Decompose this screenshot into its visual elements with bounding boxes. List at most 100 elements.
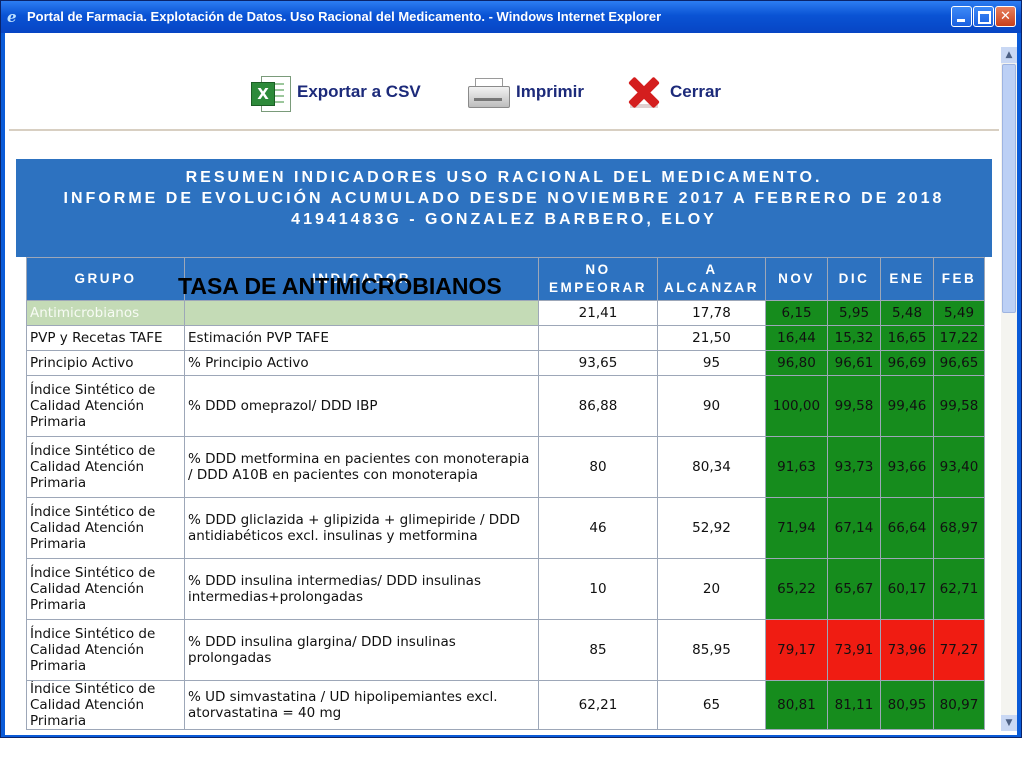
excel-icon: X xyxy=(251,72,291,112)
minimize-icon xyxy=(952,7,971,26)
cell-feb: 17,22 xyxy=(933,325,985,351)
cell-dic: 5,95 xyxy=(827,300,881,326)
cell-dic: 96,61 xyxy=(827,350,881,376)
table-row: Índice Sintético de Calidad Atención Pri… xyxy=(26,375,985,437)
close-label: Cerrar xyxy=(670,82,722,101)
col-indicador: INDICADOR xyxy=(184,257,539,301)
cell-ene: 5,48 xyxy=(880,300,934,326)
col-no-empeorar: NO EMPEORAR xyxy=(538,257,658,301)
close-window-button[interactable]: ✕ xyxy=(995,6,1016,27)
cell-no-empeorar: 85 xyxy=(538,619,658,681)
cell-a-alcanzar: 20 xyxy=(657,558,766,620)
cell-no-empeorar: 10 xyxy=(538,558,658,620)
cell-ene: 80,95 xyxy=(880,680,934,730)
table-row: Índice Sintético de Calidad Atención Pri… xyxy=(26,619,985,681)
cell-feb: 62,71 xyxy=(933,558,985,620)
report-header: RESUMEN INDICADORES USO RACIONAL DEL MED… xyxy=(16,159,992,257)
cell-feb: 5,49 xyxy=(933,300,985,326)
cell-grupo: Índice Sintético de Calidad Atención Pri… xyxy=(26,436,185,498)
scroll-down-icon[interactable]: ▼ xyxy=(1001,715,1017,731)
cell-feb: 77,27 xyxy=(933,619,985,681)
export-csv-label: Exportar a CSV xyxy=(297,82,421,101)
minimize-button[interactable] xyxy=(951,6,972,27)
cell-nov: 96,80 xyxy=(765,350,828,376)
cell-grupo: Índice Sintético de Calidad Atención Pri… xyxy=(26,497,185,559)
scroll-thumb[interactable] xyxy=(1002,64,1016,313)
cell-feb: 68,97 xyxy=(933,497,985,559)
print-label: Imprimir xyxy=(516,82,585,101)
cell-ene: 99,46 xyxy=(880,375,934,437)
cell-feb: 93,40 xyxy=(933,436,985,498)
divider xyxy=(9,129,999,131)
cell-feb: 99,58 xyxy=(933,375,985,437)
table-row: PVP y Recetas TAFE Estimación PVP TAFE 21,… xyxy=(26,325,985,351)
printer-icon xyxy=(466,72,510,112)
cell-indicador: % DDD gliclazida + glipizida + glimepiri… xyxy=(184,497,539,559)
title-bar[interactable]: e Portal de Farmacia. Explotación de Dat… xyxy=(1,1,1021,33)
cell-indicador: % DDD metformina en pacientes con monote… xyxy=(184,436,539,498)
cell-ene: 16,65 xyxy=(880,325,934,351)
cell-nov: 6,15 xyxy=(765,300,828,326)
table-row: Índice Sintético de Calidad Atención Pri… xyxy=(26,436,985,498)
col-nov: NOV xyxy=(765,257,828,301)
indicators-table: GRUPO INDICADOR NO EMPEORAR A ALCANZAR N… xyxy=(26,257,985,730)
cell-no-empeorar: 93,65 xyxy=(538,350,658,376)
cell-a-alcanzar: 95 xyxy=(657,350,766,376)
cell-ene: 93,66 xyxy=(880,436,934,498)
col-dic: DIC xyxy=(827,257,881,301)
cell-nov: 79,17 xyxy=(765,619,828,681)
cell-indicador: % DDD insulina glargina/ DDD insulinas p… xyxy=(184,619,539,681)
cell-nov: 16,44 xyxy=(765,325,828,351)
cell-nov: 65,22 xyxy=(765,558,828,620)
table-row: Índice Sintético de Calidad Atención Pri… xyxy=(26,497,985,559)
overlay-caption: TASA DE ANTIMICROBIANOS xyxy=(178,273,502,299)
cell-a-alcanzar: 52,92 xyxy=(657,497,766,559)
cell-no-empeorar: 80 xyxy=(538,436,658,498)
report-doctor: 41941483G - GONZALEZ BARBERO, ELOY xyxy=(291,211,717,228)
window-title: Portal de Farmacia. Explotación de Datos… xyxy=(27,9,662,24)
table-header-row: GRUPO INDICADOR NO EMPEORAR A ALCANZAR N… xyxy=(26,257,985,301)
table-row: Principio Activo% Principio Activo 93,65 9… xyxy=(26,350,985,376)
ie-icon: e xyxy=(7,8,17,26)
cell-indicador: Estimación PVP TAFE xyxy=(184,325,539,351)
cell-a-alcanzar: 90 xyxy=(657,375,766,437)
cell-dic: 73,91 xyxy=(827,619,881,681)
cell-no-empeorar: 86,88 xyxy=(538,375,658,437)
cell-indicador: % DDD insulina intermedias/ DDD insulina… xyxy=(184,558,539,620)
table-row: Índice Sintético de Calidad Atención Pri… xyxy=(26,558,985,620)
cell-feb: 96,65 xyxy=(933,350,985,376)
cell-feb: 80,97 xyxy=(933,680,985,730)
page-content: X Exportar a CSV Imprimir Cerrar RESUMEN… xyxy=(5,33,1017,735)
cell-dic: 81,11 xyxy=(827,680,881,730)
cell-grupo: Antimicrobianos xyxy=(26,300,185,326)
export-csv-button[interactable]: X Exportar a CSV xyxy=(251,71,421,113)
print-button[interactable]: Imprimir xyxy=(466,71,584,113)
cell-indicador: % Principio Activo xyxy=(184,350,539,376)
cell-grupo: Índice Sintético de Calidad Atención Pri… xyxy=(26,619,185,681)
report-subtitle: INFORME DE EVOLUCIÓN ACUMULADO DESDE NOV… xyxy=(63,190,945,207)
cell-no-empeorar xyxy=(538,325,658,351)
cell-dic: 67,14 xyxy=(827,497,881,559)
vertical-scrollbar[interactable]: ▲ ▼ xyxy=(1001,47,1017,731)
close-x-icon xyxy=(624,72,664,112)
cell-grupo: Principio Activo xyxy=(26,350,185,376)
col-feb: FEB xyxy=(933,257,985,301)
close-icon: ✕ xyxy=(1000,9,1011,24)
cell-dic: 93,73 xyxy=(827,436,881,498)
cell-no-empeorar: 46 xyxy=(538,497,658,559)
cell-nov: 91,63 xyxy=(765,436,828,498)
scroll-up-icon[interactable]: ▲ xyxy=(1001,47,1017,63)
cell-grupo: Índice Sintético de Calidad Atención Pri… xyxy=(26,558,185,620)
maximize-button[interactable] xyxy=(973,6,994,27)
cell-ene: 60,17 xyxy=(880,558,934,620)
col-a-alcanzar: A ALCANZAR xyxy=(657,257,766,301)
cell-ene: 73,96 xyxy=(880,619,934,681)
cell-indicador: % DDD omeprazol/ DDD IBP xyxy=(184,375,539,437)
cell-indicador xyxy=(184,300,539,326)
table-row: Índice Sintético de Calidad Atención Pri… xyxy=(26,680,985,730)
cell-no-empeorar: 62,21 xyxy=(538,680,658,730)
cell-a-alcanzar: 80,34 xyxy=(657,436,766,498)
cell-nov: 100,00 xyxy=(765,375,828,437)
close-button[interactable]: Cerrar xyxy=(624,71,721,113)
cell-dic: 15,32 xyxy=(827,325,881,351)
